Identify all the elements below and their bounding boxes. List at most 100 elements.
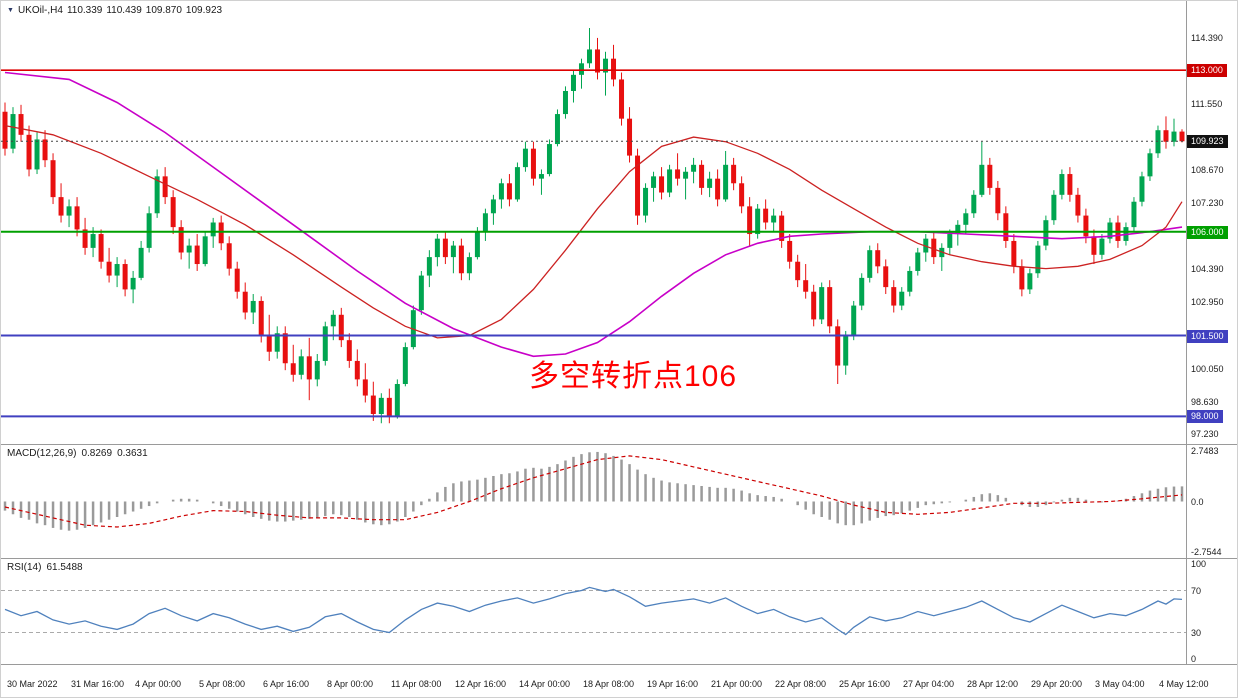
candle-body [530,148,536,179]
candle-body [979,164,985,195]
candle-body [1051,194,1057,221]
candle-body [386,397,392,417]
candle-body [138,247,144,278]
candle-body [282,333,288,364]
candle-body [603,58,609,73]
price-badge: 106.000 [1187,225,1228,239]
time-tick-label: 25 Apr 16:00 [839,679,891,689]
candle-body [907,270,913,292]
ohlc-low: 109.870 [145,5,182,16]
candle-body [827,287,833,327]
candle-body [1163,130,1169,142]
candle-body [723,164,729,200]
candle-body [330,314,336,327]
ohlc-open: 110.339 [66,5,103,16]
candle-body [402,347,408,385]
price-tick-label: 107.230 [1191,198,1224,209]
price-badge: 113.000 [1187,64,1227,78]
candle-body [1011,240,1017,267]
ohlc-high: 110.439 [106,5,142,16]
ma-red [4,124,1183,339]
macd-main-value: 0.8269 [81,448,113,459]
candle-body [546,144,552,175]
rsi-tick-label: 100 [1191,559,1207,569]
candle-body [362,379,368,396]
candle-body [522,148,528,168]
time-tick-label: 29 Apr 20:00 [1031,679,1083,689]
time-tick-label: 4 May 12:00 [1159,679,1209,689]
candle-body [266,335,272,352]
price-tick-label: 100.050 [1191,364,1224,374]
rsi-canvas[interactable] [1,559,1238,664]
candle-body [731,164,737,184]
candle-body [106,261,112,276]
candle-body [1027,273,1033,290]
candle-body [1059,174,1065,195]
rsi-value: 61.5488 [46,562,83,573]
candle-body [346,340,352,361]
candle-body [835,326,841,366]
price-tick-label: 104.390 [1191,263,1224,274]
candle-body [795,261,801,281]
candle-body [74,206,80,230]
candle-body [931,238,937,258]
candle-body [779,215,785,241]
macd-label: MACD(12,26,9) 0.8269 0.3631 [7,448,153,459]
candle-body [1139,176,1145,202]
candle-body [146,213,152,248]
time-tick-label: 12 Apr 16:00 [455,679,507,689]
macd-panel: MACD(12,26,9) 0.8269 0.3631 [1,445,1238,558]
main-chart-panel: ▼ UKOil-,H4 110.339 110.439 109.870 109.923 多… [1,1,1238,444]
panel-separator [1,664,1237,665]
time-tick-label: 22 Apr 08:00 [775,679,827,689]
candle-body [1131,201,1137,228]
candle-body [867,250,873,278]
candle-body [130,277,136,290]
rsi-tick-label: 30 [1191,627,1202,638]
candle-body [771,215,777,223]
chart-title: ▼ UKOil-,H4 110.339 110.439 109.870 109.923 [7,5,226,16]
candle-body [50,160,56,198]
price-tick-label: 111.550 [1191,98,1223,109]
candle-body [1099,238,1105,255]
chart-marker-icon: ▼ [7,6,14,14]
time-axis[interactable]: 30 Mar 2022 31 Mar 16:00 4 Apr 00:00 5 Apr … [1,665,1237,697]
candle-body [1003,213,1009,241]
candle-body [42,139,48,161]
candle-body [899,291,905,306]
time-tick-label: 30 Mar 2022 [7,679,58,689]
candle-body [474,231,480,258]
candle-body [370,395,376,415]
candle-body [1019,266,1025,290]
candle-body [819,287,825,320]
candle-body [611,58,617,80]
main-chart-canvas[interactable] [1,1,1238,444]
candle-body [378,397,384,415]
candle-body [250,300,256,313]
macd-canvas[interactable] [1,445,1238,558]
candle-body [883,266,889,288]
candle-body [875,250,881,267]
candle-body [210,222,216,237]
candle-body [787,240,793,262]
candle-body [586,49,592,64]
candle-body [234,268,240,292]
price-axis[interactable]: 114.390 111.550 108.670 107.230 104.390 102.9… [1187,1,1237,664]
candle-body [1043,220,1049,246]
panel-separator[interactable] [1,444,1237,445]
candle-body [675,169,681,179]
candle-body [715,178,721,200]
candle-body [619,79,625,119]
time-tick-label: 28 Apr 12:00 [967,679,1019,689]
panel-separator[interactable] [1,558,1237,559]
candle-body [763,208,769,223]
candle-body [963,213,969,225]
candle-body [18,114,24,135]
candle-body [426,257,432,276]
candle-body [859,277,865,306]
macd-signal-value: 0.3631 [117,448,148,459]
candle-body [1171,131,1177,142]
candle-body [643,187,649,216]
candle-body [755,208,761,235]
candle-body [699,164,705,188]
